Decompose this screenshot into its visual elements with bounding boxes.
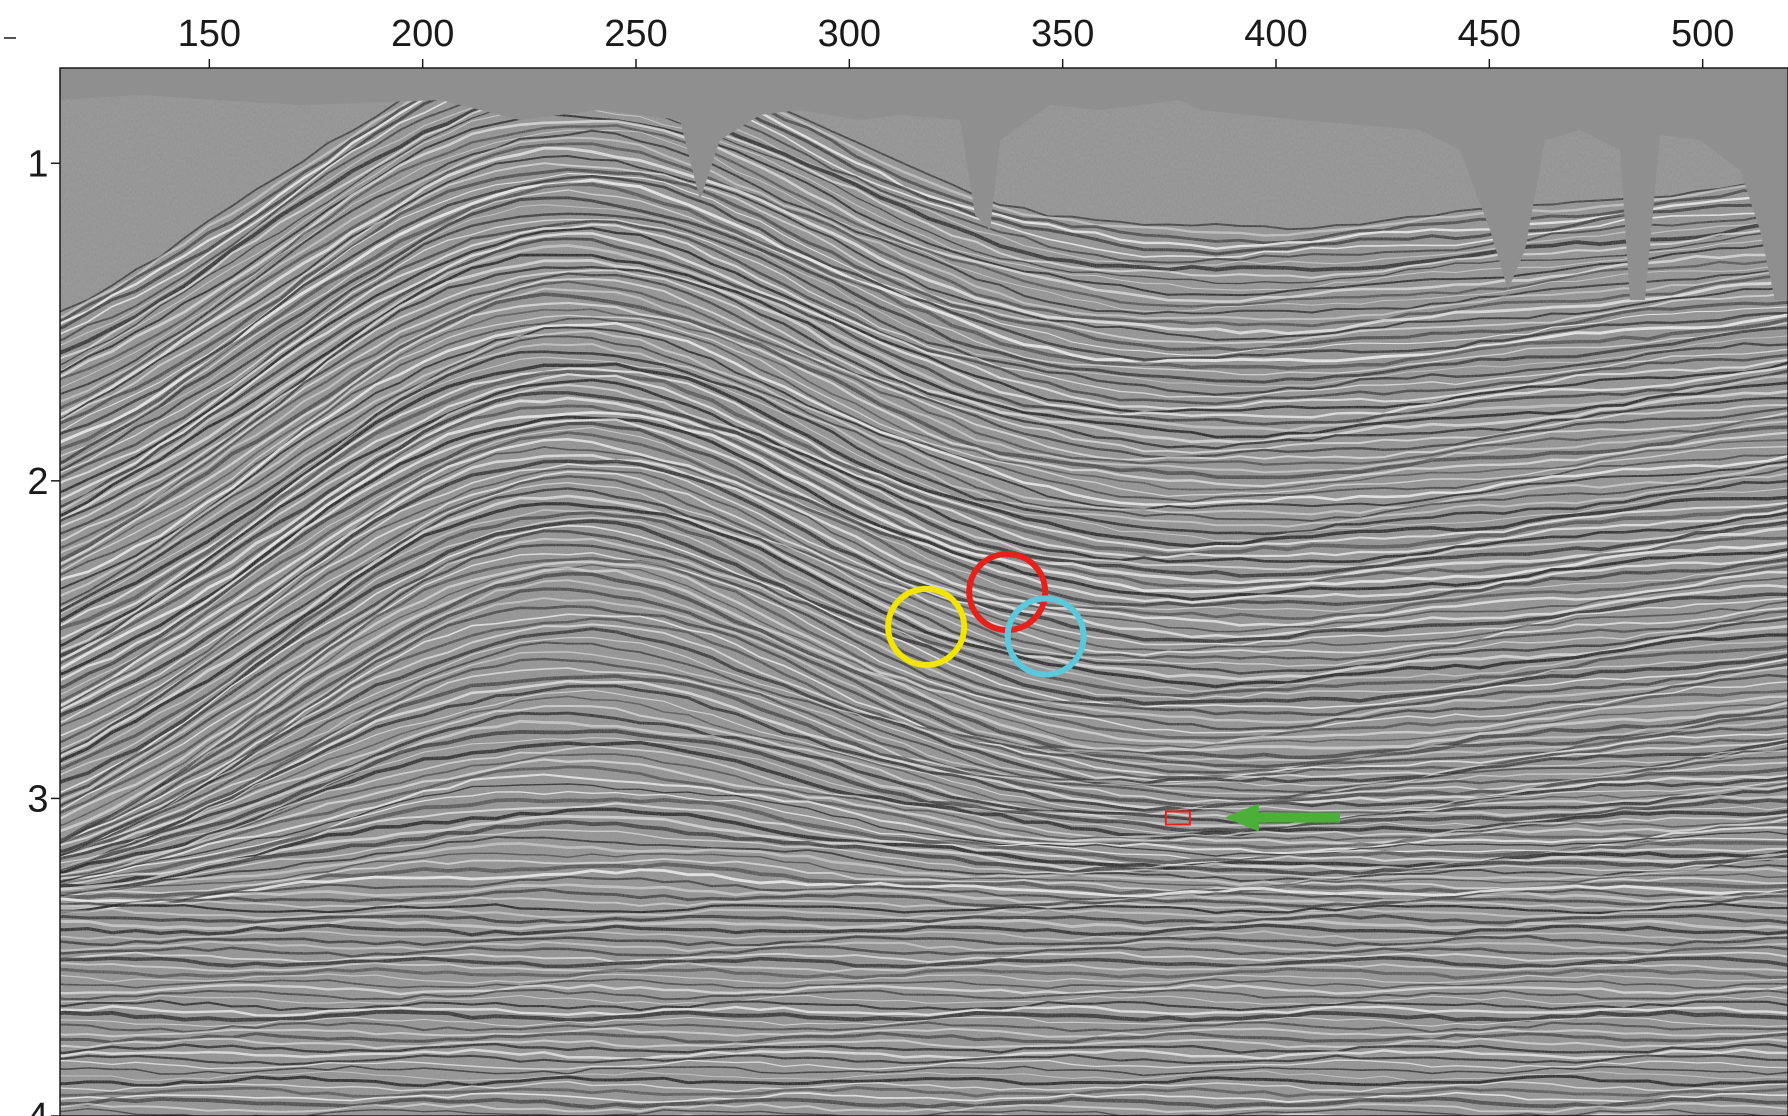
y-tick-label: 2: [27, 461, 48, 503]
x-tick-label: 250: [604, 13, 667, 55]
x-tick-label: 400: [1244, 13, 1307, 55]
x-tick-label: 450: [1458, 13, 1521, 55]
y-tick-label: 1: [27, 143, 48, 185]
marker-circle: [1004, 595, 1087, 678]
arrow-head: [1224, 803, 1259, 832]
y-tick-label: 4: [27, 1096, 48, 1116]
y-tick-label: 3: [27, 778, 48, 820]
y-axis: 1 2 3 4: [27, 143, 60, 1116]
marker-circle: [885, 585, 968, 668]
x-tick-label: 350: [1031, 13, 1094, 55]
blank-top-region: [60, 68, 1788, 300]
annotations: [885, 551, 1340, 832]
plot-frame: [59, 67, 1788, 1116]
marker-box: [1164, 810, 1191, 826]
x-axis: 150 200 250 300 350 400 450 500: [178, 13, 1734, 68]
x-tick-label: 200: [391, 13, 454, 55]
x-tick-label: 500: [1671, 13, 1734, 55]
x-tick-label: 300: [818, 13, 881, 55]
x-tick-label: 150: [178, 13, 241, 55]
seismic-section: [60, 68, 1788, 1116]
